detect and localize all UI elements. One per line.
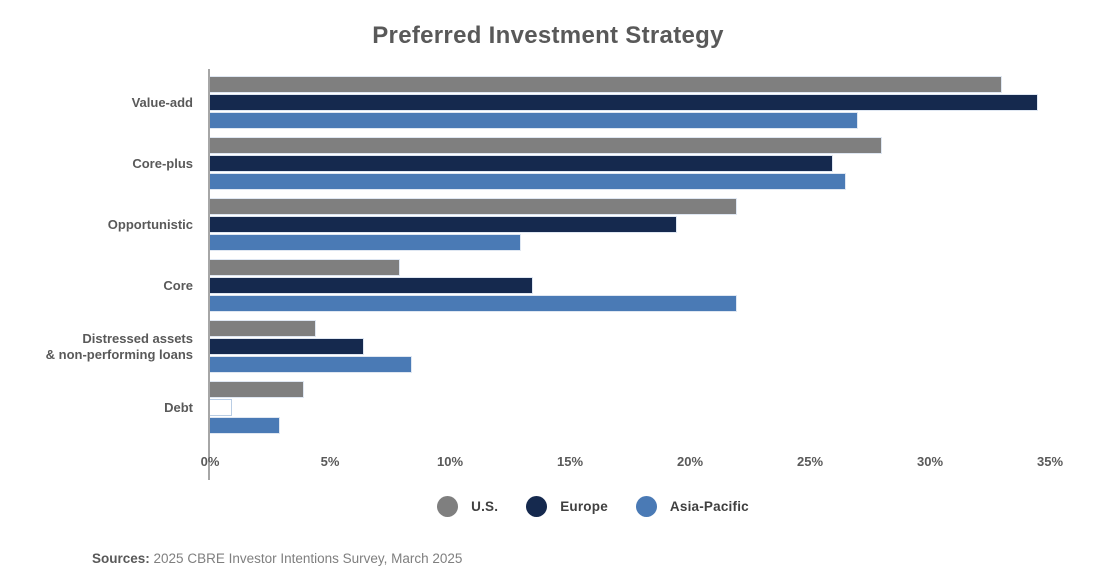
category-label-core: Core xyxy=(163,277,193,293)
x-tick-25: 25% xyxy=(796,454,824,469)
source-label: Sources: xyxy=(92,551,150,566)
bar-core-plus-u-s xyxy=(208,137,882,154)
category-label-debt: Debt xyxy=(164,399,193,415)
legend-swatch-icon xyxy=(635,496,657,517)
bar-opportunistic-europe xyxy=(208,216,678,233)
bar-core-plus-asia-pacific xyxy=(208,173,846,190)
bar-core-europe xyxy=(208,277,533,294)
x-tick-0: 0% xyxy=(200,454,220,469)
category-label-opportunistic: Opportunistic xyxy=(107,216,193,232)
x-tick-10: 10% xyxy=(436,454,464,469)
bar-group-core xyxy=(208,259,1050,312)
bar-value-add-europe xyxy=(208,94,1038,111)
bar-distressed-assets-europe xyxy=(208,338,365,355)
legend-label-asia-pacific: Asia-Pacific xyxy=(669,499,749,514)
legend-item-u-s: U.S. xyxy=(437,496,498,517)
legend: U.S. Europe Asia-Pacific xyxy=(0,496,1096,517)
legend-label-u-s: U.S. xyxy=(471,499,499,514)
bar-debt-europe xyxy=(208,399,233,416)
chart-title: Preferred Investment Strategy xyxy=(372,22,724,49)
x-axis: 0% 5% 10% 15% 20% 25% 30% 35% xyxy=(201,454,1063,470)
x-tick-30: 30% xyxy=(916,454,944,469)
legend-item-europe: Europe xyxy=(526,496,608,517)
x-tick-35: 35% xyxy=(1036,454,1064,469)
bar-debt-asia-pacific xyxy=(208,417,281,434)
category-label-core-plus: Core-plus xyxy=(132,155,193,171)
legend-swatch-icon xyxy=(437,496,459,517)
bar-opportunistic-u-s xyxy=(208,198,738,215)
category-row-distressed-assets: Distressed assets & non-performing loans xyxy=(0,320,1096,373)
category-label-value-add: Value-add xyxy=(131,94,193,110)
category-row-core-plus: Core-plus xyxy=(0,137,1096,190)
category-label-distressed-assets: Distressed assets & non-performing loans xyxy=(45,330,193,362)
bar-distressed-assets-u-s xyxy=(208,320,317,337)
x-tick-15: 15% xyxy=(556,454,584,469)
bar-group-opportunistic xyxy=(208,198,1050,251)
chart-rows: Value-add Core-plus Opportunistic Core Distr… xyxy=(0,76,1096,434)
source-text: 2025 CBRE Investor Intentions Survey, Ma… xyxy=(149,551,463,566)
bar-group-distressed-assets xyxy=(208,320,1050,373)
x-tick-5: 5% xyxy=(320,454,340,469)
category-row-debt: Debt xyxy=(0,381,1096,434)
category-row-core: Core xyxy=(0,259,1096,312)
bar-chart: Value-add Core-plus Opportunistic Core Distr… xyxy=(0,69,1096,480)
y-axis-line xyxy=(208,69,210,480)
legend-item-asia-pacific: Asia-Pacific xyxy=(635,496,749,517)
legend-label-europe: Europe xyxy=(560,499,608,514)
bar-group-core-plus xyxy=(208,137,1050,190)
source-note: Sources: 2025 CBRE Investor Intentions S… xyxy=(92,551,462,566)
bar-group-debt xyxy=(208,381,1050,434)
legend-swatch-icon xyxy=(526,496,548,517)
category-row-opportunistic: Opportunistic xyxy=(0,198,1096,251)
bar-core-plus-europe xyxy=(208,155,834,172)
bar-opportunistic-asia-pacific xyxy=(208,234,521,251)
bar-distressed-assets-asia-pacific xyxy=(208,356,413,373)
bar-value-add-asia-pacific xyxy=(208,112,858,129)
bar-core-asia-pacific xyxy=(208,295,738,312)
bar-value-add-u-s xyxy=(208,76,1002,93)
bar-group-value-add xyxy=(208,76,1050,129)
bar-debt-u-s xyxy=(208,381,305,398)
x-tick-20: 20% xyxy=(676,454,704,469)
category-row-value-add: Value-add xyxy=(0,76,1096,129)
bar-core-u-s xyxy=(208,259,401,276)
